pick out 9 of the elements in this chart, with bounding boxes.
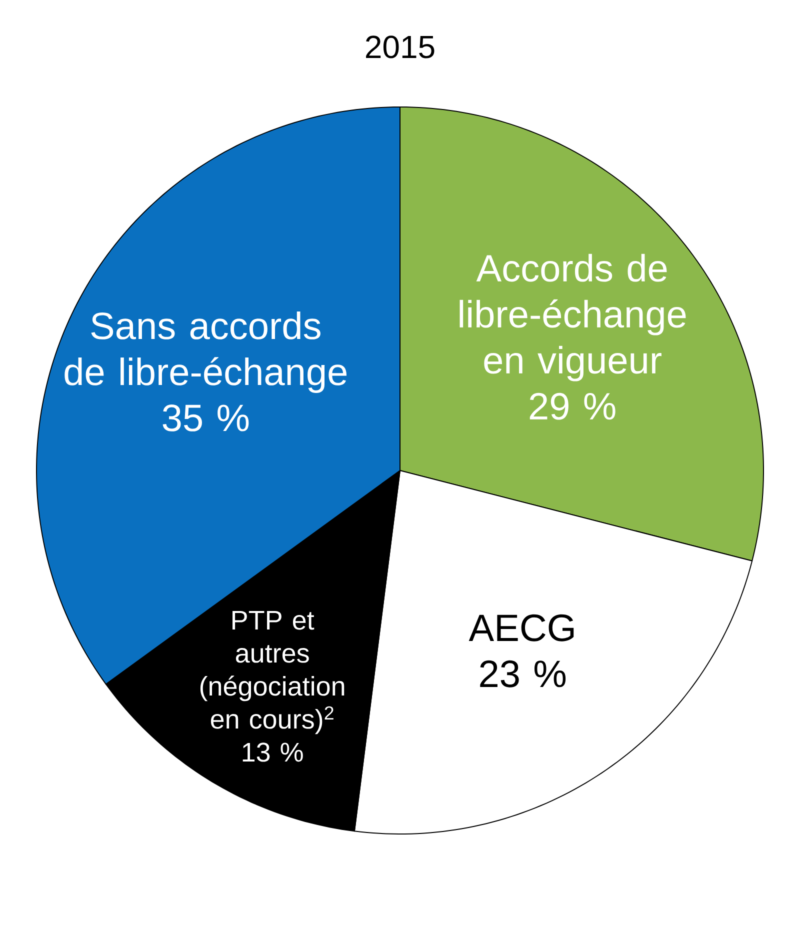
slice-label: AECG [468, 614, 574, 642]
chart-title: 2015 [366, 36, 434, 58]
data-label: 13 % [242, 742, 303, 762]
slice-label: Sans accords de libre-échange [64, 312, 347, 393]
data-label: 35 % [162, 404, 249, 432]
data-label: 23 % [480, 660, 566, 688]
slice-label: Accords de libre-échange en vigueur [460, 254, 686, 382]
slice-label: PTP et autres (négociation en cours)$^{2}$ [200, 610, 344, 734]
data-label: 29 % [530, 392, 616, 420]
